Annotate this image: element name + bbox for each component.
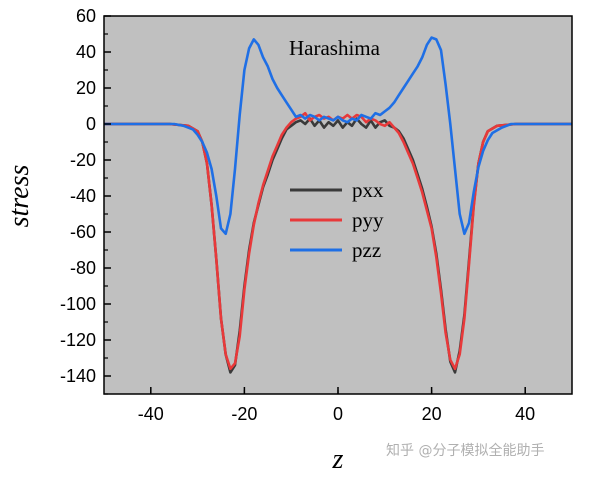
y-tick-label: -80: [70, 258, 96, 278]
y-tick-label: -120: [60, 330, 96, 350]
chart-annotation: Harashima: [289, 36, 381, 60]
x-axis-label: z: [332, 444, 344, 475]
y-tick-label: 20: [76, 78, 96, 98]
legend-label-pyy: pyy: [352, 208, 384, 232]
y-tick-label: -20: [70, 150, 96, 170]
y-tick-label: 0: [86, 114, 96, 134]
y-tick-label: -40: [70, 186, 96, 206]
series-line-pzz: [104, 36, 572, 236]
series-layer: [104, 36, 572, 374]
plot-area: [104, 16, 572, 394]
y-tick-label: -100: [60, 294, 96, 314]
y-tick-label: 40: [76, 42, 96, 62]
y-tick-label: -140: [60, 366, 96, 386]
legend-label-pzz: pzz: [352, 238, 381, 262]
watermark: 知乎 @分子模拟全能助手: [386, 443, 545, 459]
ticks-layer: -40 -20 0 20 40 60 40 20 0 -20 -40 -60 -80 -100 -120 -1…: [60, 6, 535, 424]
x-tick-label: -20: [231, 404, 257, 424]
x-tick-label: 0: [333, 404, 343, 424]
series-line-pyy: [104, 111, 572, 371]
y-tick-label: -60: [70, 222, 96, 242]
x-tick-label: 20: [422, 404, 442, 424]
x-tick-label: -40: [138, 404, 164, 424]
y-axis-label: stress: [4, 165, 35, 228]
y-tick-label: 60: [76, 6, 96, 26]
legend-label-pxx: pxx: [352, 178, 384, 202]
x-tick-label: 40: [515, 404, 535, 424]
legend: pxx pyy pzz: [290, 178, 384, 262]
